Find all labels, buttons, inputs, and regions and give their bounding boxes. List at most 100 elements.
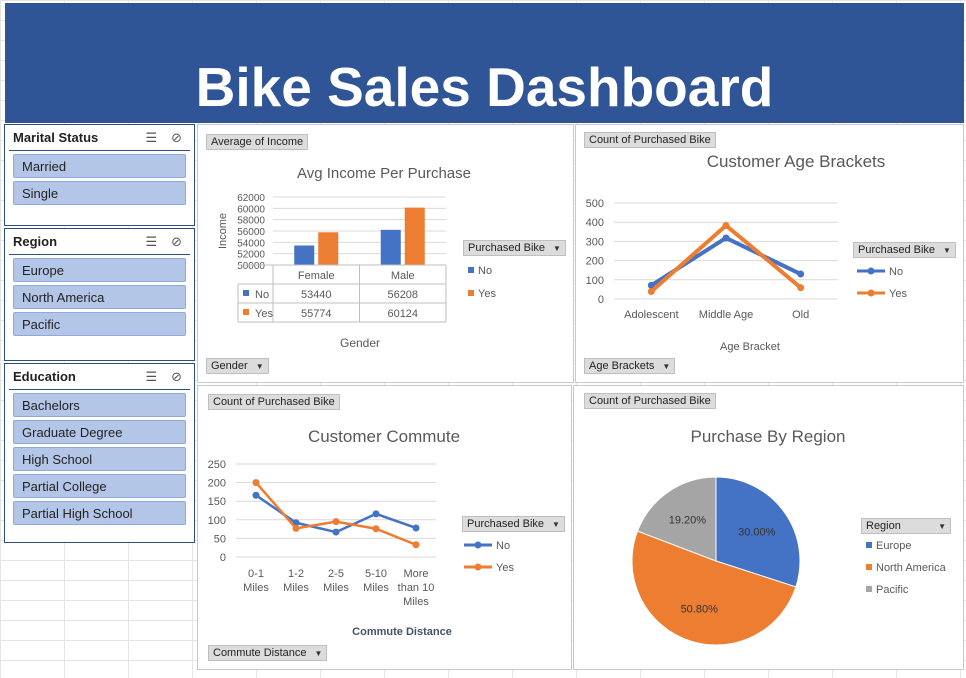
data-point-no (252, 491, 260, 499)
pie-slice-europe (715, 476, 801, 588)
field-button-count-purchased[interactable]: Count of Purchased Bike (208, 394, 340, 410)
data-point-yes (797, 284, 805, 292)
bar-yes (404, 207, 425, 265)
field-button-label: Commute Distance (213, 647, 307, 659)
slicer-item-partial-high-school[interactable]: Partial High School (13, 501, 186, 525)
slicer-item-single[interactable]: Single (13, 181, 186, 205)
data-point-no (372, 510, 380, 518)
legend-key-no (468, 267, 474, 273)
data-value: 56208 (387, 289, 418, 301)
legend-marker-yes (474, 563, 482, 571)
pie-slice-north-america (631, 530, 797, 646)
table-legend-key (243, 290, 249, 296)
x-tick-label: Female (298, 270, 335, 282)
series-line-no (650, 235, 802, 288)
x-tick-label: Miles (283, 582, 309, 594)
clear-filter-icon[interactable]: ⊘ (171, 130, 182, 145)
slicer-header: Education ☰ ⊘ (9, 364, 190, 390)
y-tick-label: 200 (208, 478, 226, 490)
field-button-count-purchased[interactable]: Count of Purchased Bike (584, 393, 716, 409)
field-button-region[interactable]: Region ▼ (861, 518, 951, 534)
data-point-no (332, 528, 340, 536)
slicer-item-partial-college[interactable]: Partial College (13, 474, 186, 498)
data-point-yes (252, 479, 260, 487)
dashboard-banner: Bike Sales Dashboard (5, 3, 964, 123)
x-tick-label: Miles (403, 596, 429, 608)
dropdown-arrow-icon: ▼ (552, 520, 560, 529)
slicer-item-north-america[interactable]: North America (13, 285, 186, 309)
field-button-purchased-bike[interactable]: Purchased Bike ▼ (463, 240, 566, 256)
slicer-title: Region (13, 234, 58, 249)
y-tick-label: 100 (208, 515, 226, 527)
chart-title: Purchase By Region (691, 427, 846, 446)
table-series-label: Yes (255, 308, 273, 320)
y-tick-label: 200 (586, 256, 604, 268)
table-series-label: No (255, 289, 269, 301)
chart-avg-income: Avg Income Per Purchase50000520005400056… (217, 165, 496, 350)
y-tick-label: 400 (586, 217, 604, 229)
legend-marker-yes (867, 289, 875, 297)
slicer-item-pacific[interactable]: Pacific (13, 312, 186, 336)
data-point-yes (332, 518, 340, 526)
y-tick-label: 250 (208, 459, 226, 471)
x-axis-label: Age Bracket (720, 341, 780, 353)
slicer-header: Marital Status ☰ ⊘ (9, 125, 190, 151)
x-tick-label: Male (391, 270, 415, 282)
data-point-no (722, 234, 730, 242)
field-button-average-income[interactable]: Average of Income (206, 134, 309, 150)
legend-label: Yes (478, 288, 496, 300)
data-value: 55774 (301, 308, 332, 320)
legend-label: No (889, 266, 903, 278)
legend-label: No (496, 540, 510, 552)
y-tick-label: 54000 (237, 238, 265, 249)
legend-key (866, 564, 872, 570)
slicer-title: Marital Status (13, 130, 99, 145)
slicer-item-graduate-degree[interactable]: Graduate Degree (13, 420, 186, 444)
x-tick-label: More (403, 568, 428, 580)
field-button-label: Purchased Bike (467, 518, 545, 530)
legend-label: Yes (496, 562, 514, 574)
multi-select-icon[interactable]: ☰ (145, 130, 158, 145)
field-button-age-brackets[interactable]: Age Brackets ▼ (584, 358, 676, 374)
field-button-label: Gender (211, 360, 248, 372)
field-button-count-purchased[interactable]: Count of Purchased Bike (584, 132, 716, 148)
multi-select-icon[interactable]: ☰ (145, 234, 158, 249)
slicer-item-europe[interactable]: Europe (13, 258, 186, 282)
slicer-title: Education (13, 369, 76, 384)
y-tick-label: 58000 (237, 216, 265, 227)
data-value: 60124 (387, 308, 418, 320)
dropdown-arrow-icon: ▼ (938, 522, 946, 531)
dropdown-arrow-icon: ▼ (943, 246, 951, 255)
slicer-item-married[interactable]: Married (13, 154, 186, 178)
legend-label: North America (876, 562, 947, 574)
data-point-no (797, 270, 805, 278)
field-button-commute-distance[interactable]: Commute Distance ▼ (208, 645, 328, 661)
pie-data-label: 19.20% (669, 514, 707, 526)
multi-select-icon[interactable]: ☰ (145, 369, 158, 384)
slicer-item-bachelors[interactable]: Bachelors (13, 393, 186, 417)
y-axis-label: Income (217, 213, 229, 249)
field-button-purchased-bike[interactable]: Purchased Bike ▼ (853, 242, 956, 258)
chart-age-brackets: Customer Age Brackets 0 100 200 300 400 500 Ado… (586, 152, 908, 353)
clear-filter-icon[interactable]: ⊘ (171, 369, 182, 384)
x-tick-label: Old (792, 309, 809, 321)
x-tick-label: than 10 (398, 582, 435, 594)
data-point-yes (412, 541, 420, 549)
legend-marker-no (474, 541, 482, 549)
slicer-header: Region ☰ ⊘ (9, 229, 190, 255)
clear-filter-icon[interactable]: ⊘ (171, 234, 182, 249)
data-value: 53440 (301, 289, 332, 301)
field-button-label: Purchased Bike (858, 244, 936, 256)
x-tick-label: 1-2 (288, 568, 304, 580)
dropdown-arrow-icon: ▼ (255, 362, 264, 371)
x-tick-label: Miles (363, 582, 389, 594)
x-axis-label: Gender (340, 336, 380, 350)
x-tick-label: Miles (243, 582, 269, 594)
field-button-purchased-bike[interactable]: Purchased Bike ▼ (462, 516, 565, 532)
legend-key (866, 542, 872, 548)
y-tick-label: 300 (586, 236, 604, 248)
x-tick-label: Adolescent (624, 309, 678, 321)
field-button-gender[interactable]: Gender ▼ (206, 358, 269, 374)
slicer-item-high-school[interactable]: High School (13, 447, 186, 471)
chart-panel-age: Count of Purchased Bike Age Brackets ▼ Pu… (575, 124, 964, 383)
